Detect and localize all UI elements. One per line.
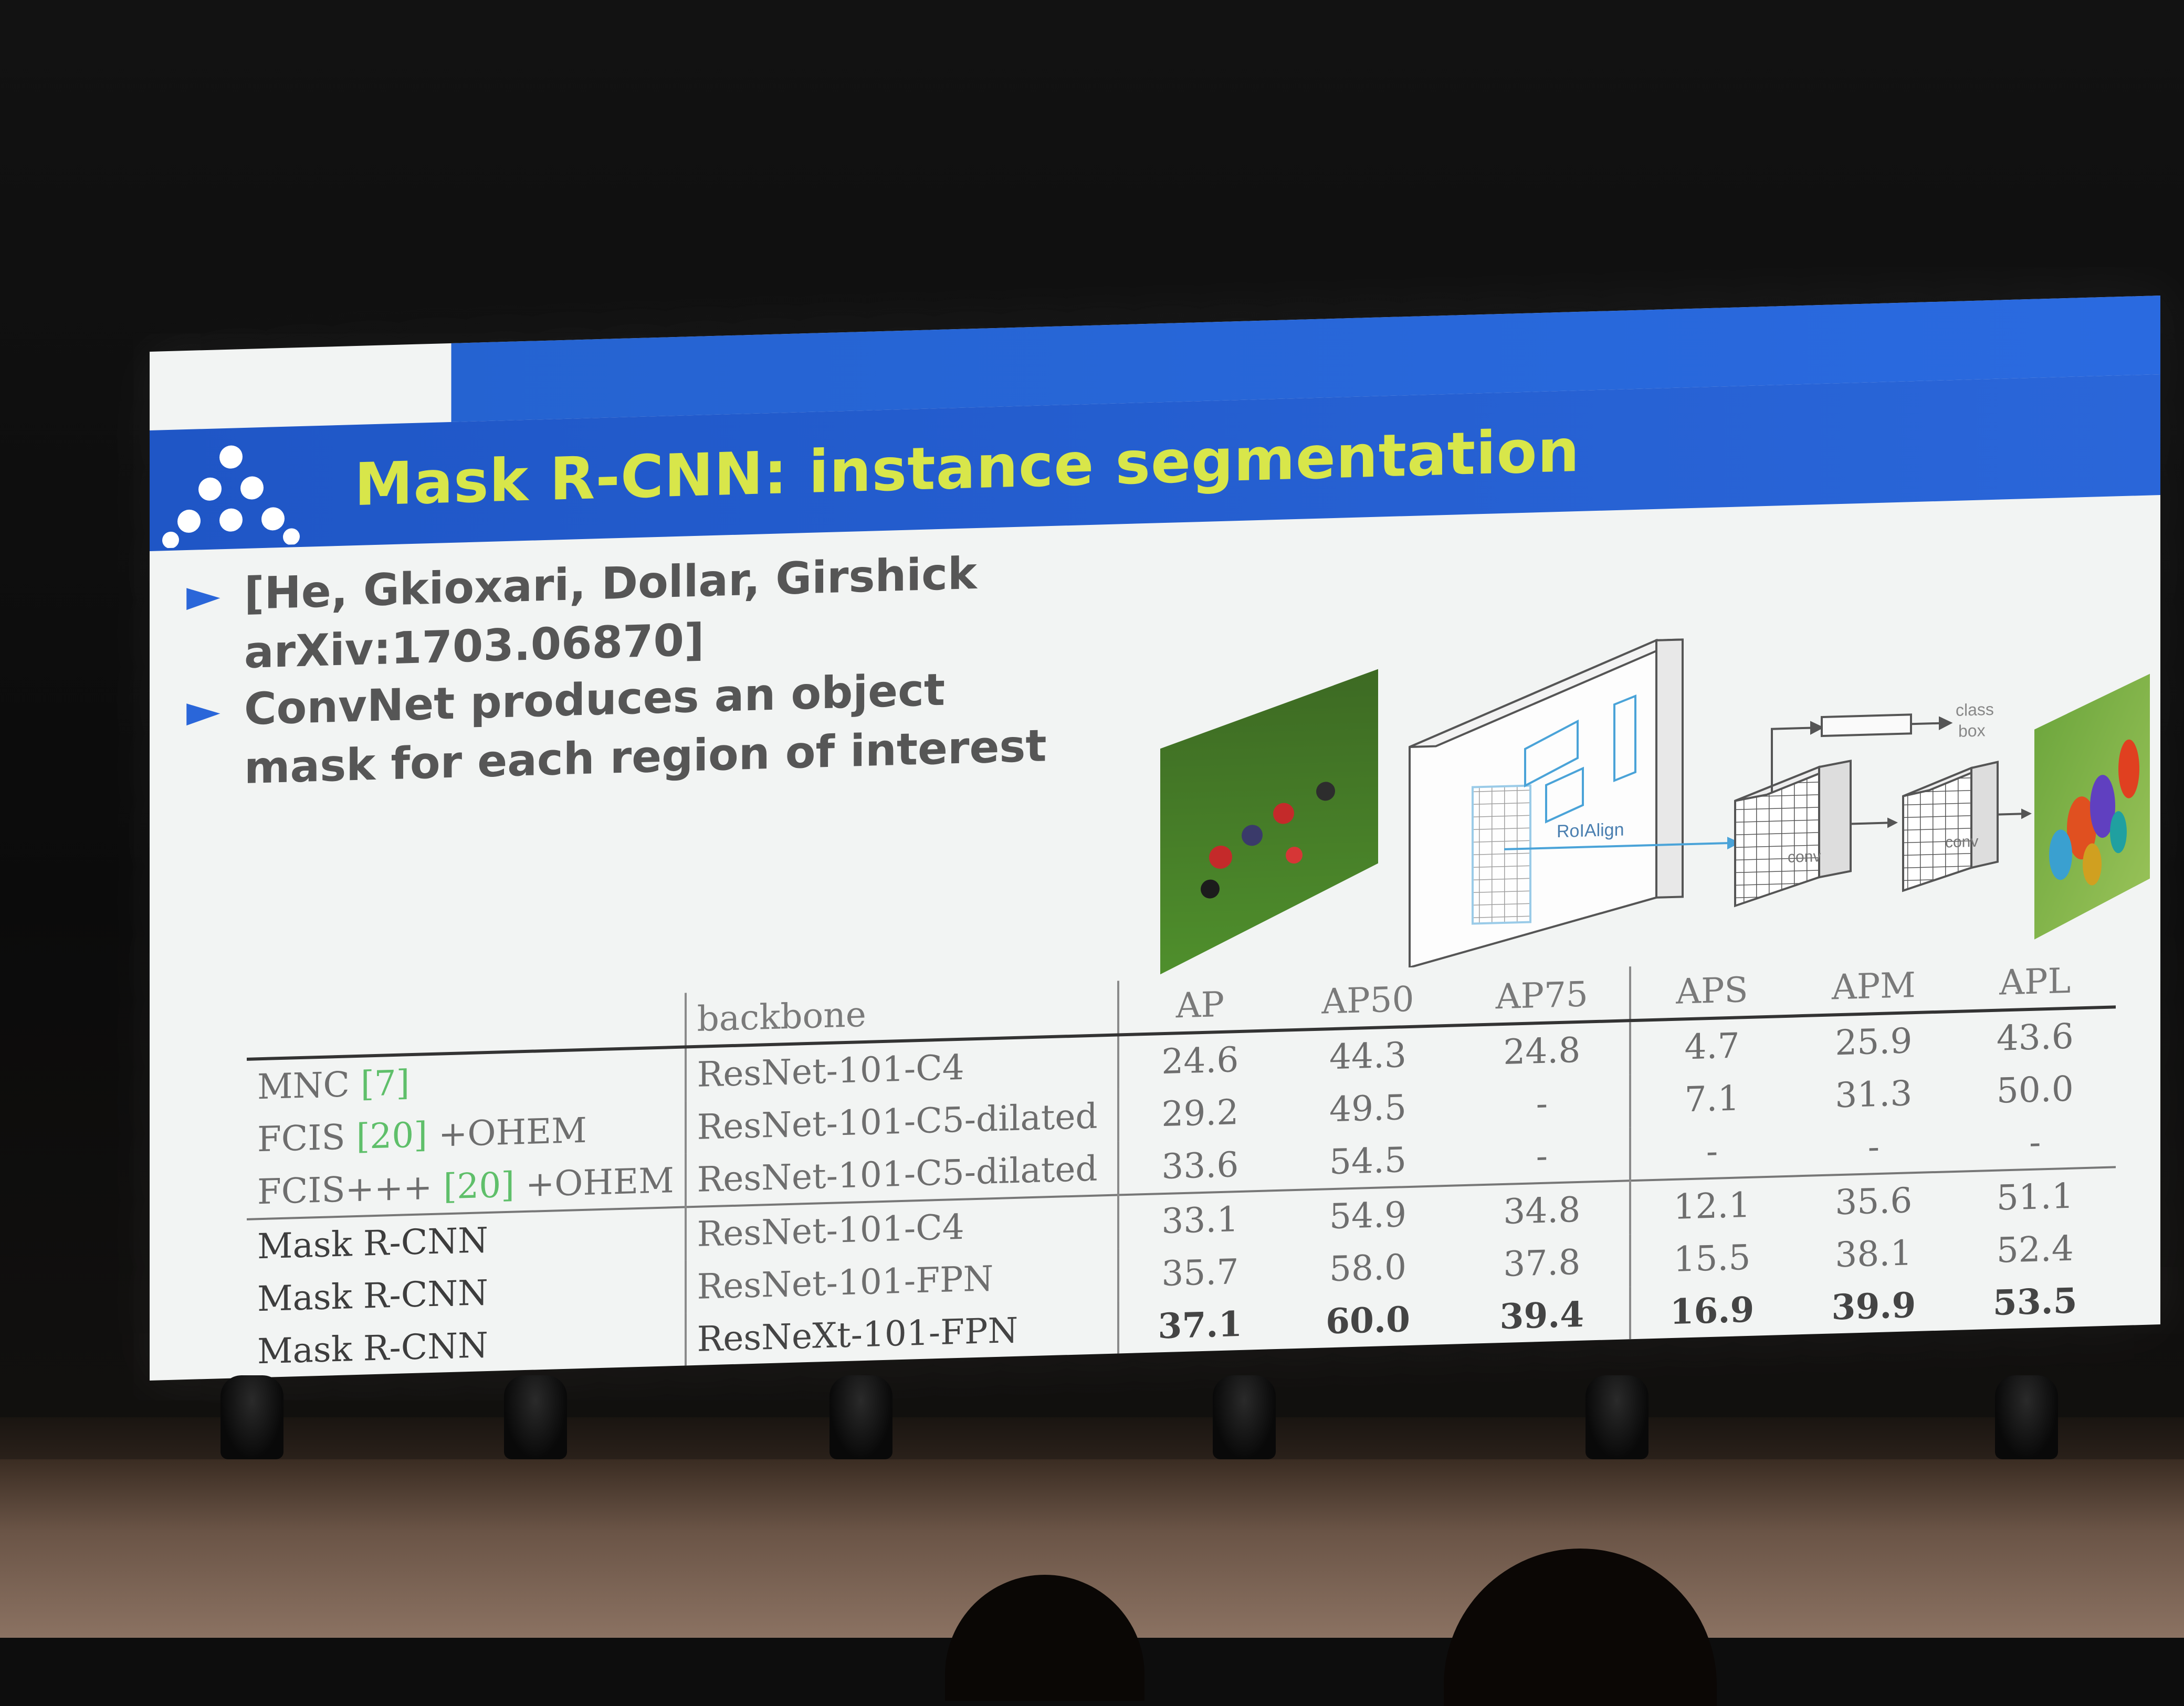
apl-cell: 51.1 xyxy=(1954,1167,2116,1225)
box-label: box xyxy=(1958,721,1986,740)
stage-light xyxy=(1995,1375,2058,1459)
apl-cell: 52.4 xyxy=(1996,1228,2074,1271)
aps-cell: 15.5 xyxy=(1630,1229,1793,1287)
bullet-description-text: ConvNet produces an object mask for each… xyxy=(244,664,1047,794)
conv-block-2 xyxy=(1902,761,1999,892)
apm-cell: 31.3 xyxy=(1835,1072,1913,1115)
stage-light xyxy=(1586,1375,1648,1459)
projected-slide: Mask R-CNN: instance segmentation ► [He, … xyxy=(150,296,2160,1381)
ap50-cell: 58.0 xyxy=(1329,1246,1406,1289)
ap75-cell: 39.4 xyxy=(1499,1293,1584,1338)
conv-arrow xyxy=(1851,817,1898,828)
architecture-diagram: RoIAlign conv class box conv xyxy=(1160,638,2150,975)
citation: [20] xyxy=(356,1114,428,1157)
ap-cell: 37.1 xyxy=(1118,1296,1282,1354)
bullet-arrow-icon: ► xyxy=(186,568,220,622)
ap-cell: 35.7 xyxy=(1118,1244,1282,1301)
header-ap50: AP50 xyxy=(1321,978,1414,1022)
method-suffix: +OHEM xyxy=(438,1110,587,1155)
ap75-cell: 34.8 xyxy=(1454,1181,1630,1239)
ap50-cell: 54.9 xyxy=(1281,1185,1455,1244)
method-name: FCIS+++ xyxy=(257,1166,433,1212)
header-ap: AP xyxy=(1118,976,1282,1035)
method-name: FCIS xyxy=(257,1117,345,1160)
bullet-description: ► ConvNet produces an object mask for eac… xyxy=(186,656,1084,799)
conv-label-2: conv xyxy=(1945,833,1978,851)
stage-light xyxy=(830,1375,892,1459)
ap-cell: 33.1 xyxy=(1118,1190,1282,1249)
apm-cell: 25.9 xyxy=(1835,1020,1913,1063)
class-box-head xyxy=(1771,713,1953,792)
ap75-cell: - xyxy=(1536,1135,1548,1176)
citation: [7] xyxy=(360,1062,410,1104)
header-aps: APS xyxy=(1630,962,1793,1021)
class-label: class xyxy=(1956,700,1994,720)
input-image xyxy=(1160,669,1378,975)
apm-cell: - xyxy=(1867,1126,1880,1167)
aps-cell: 16.9 xyxy=(1630,1282,1793,1340)
output-mask-image xyxy=(2034,673,2150,940)
apl-cell: 53.5 xyxy=(1992,1280,2077,1323)
results-table: backbone AP AP50 AP75 APS APM APL MNC [7… xyxy=(247,953,2116,1377)
ap50-cell: 44.3 xyxy=(1329,1034,1406,1077)
header-apl: APL xyxy=(1999,960,2071,1003)
ap50-cell: 49.5 xyxy=(1329,1087,1406,1130)
roialign-arrow xyxy=(1504,837,1740,850)
feature-volume xyxy=(1409,638,1684,969)
apm-cell: 35.6 xyxy=(1793,1171,1955,1230)
method-name: MNC xyxy=(257,1063,350,1107)
roialign-label: RoIAlign xyxy=(1557,820,1624,842)
output-arrow xyxy=(1998,808,2032,819)
ap-cell: 29.2 xyxy=(1118,1084,1282,1142)
conv-label-1: conv xyxy=(1788,848,1821,866)
method-suffix: +OHEM xyxy=(525,1160,674,1205)
header-apm: APM xyxy=(1832,964,1916,1008)
apl-cell: 50.0 xyxy=(1996,1068,2074,1111)
apm-cell: 38.1 xyxy=(1835,1232,1913,1275)
conv-block-1 xyxy=(1734,760,1852,908)
bullet-arrow-icon: ► xyxy=(186,684,220,737)
apm-cell: 39.9 xyxy=(1831,1284,1916,1328)
header-ap75: AP75 xyxy=(1495,973,1588,1017)
ap75-cell: 37.8 xyxy=(1503,1241,1581,1284)
aps-cell: - xyxy=(1630,1122,1793,1181)
ap-cell: 33.6 xyxy=(1118,1136,1282,1195)
ap75-cell: - xyxy=(1536,1083,1548,1124)
stage-edge xyxy=(0,1417,2184,1465)
stage-light xyxy=(220,1375,284,1459)
ap75-cell: 24.8 xyxy=(1503,1029,1581,1072)
aps-cell: 12.1 xyxy=(1630,1176,1793,1235)
stage-light xyxy=(1213,1375,1276,1459)
ap50-cell: 60.0 xyxy=(1326,1298,1410,1342)
apl-cell: 43.6 xyxy=(1996,1016,2074,1059)
aps-cell: 7.1 xyxy=(1630,1070,1793,1128)
aps-cell: 4.7 xyxy=(1630,1016,1793,1075)
ap50-cell: 54.5 xyxy=(1329,1139,1406,1182)
logo-triangle-icon xyxy=(162,445,300,549)
citation: [20] xyxy=(443,1164,514,1207)
apl-cell: - xyxy=(2029,1121,2041,1163)
stage-light xyxy=(504,1375,567,1459)
ap-cell: 24.6 xyxy=(1118,1030,1282,1089)
